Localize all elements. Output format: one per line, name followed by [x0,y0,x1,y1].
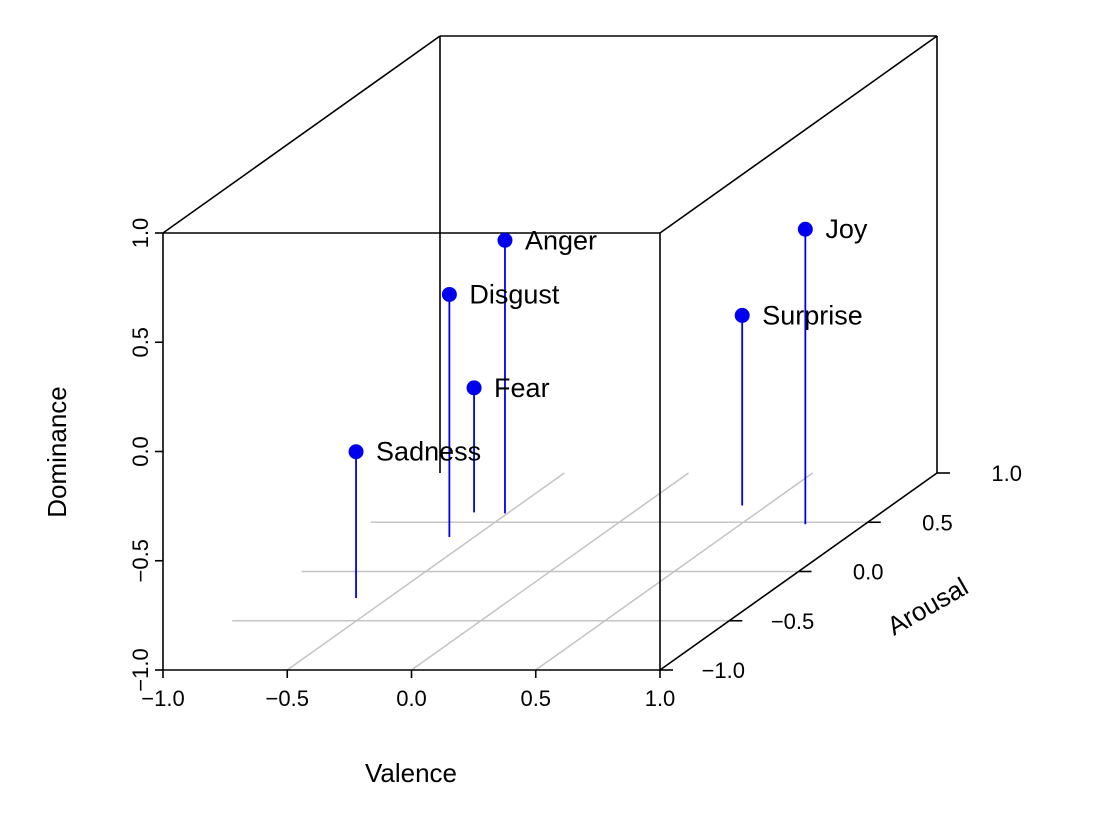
x-tick-label: 0.0 [396,686,427,711]
point-joy [797,221,813,237]
z-tick-label: −1.0 [128,648,153,691]
z-tick-label: 0.0 [128,436,153,467]
y-tick-label: 0.5 [922,510,953,535]
y-axis-label: Arousal [882,571,973,641]
z-axis-label: Dominance [42,386,72,518]
x-tick-label: 1.0 [645,686,676,711]
point-label-sadness: Sadness [376,437,481,467]
point-surprise [734,307,750,323]
y-tick-label: 0.0 [853,560,884,585]
z-tick-label: 1.0 [128,218,153,249]
y-tick-label: −1.0 [702,658,745,683]
point-label-disgust: Disgust [469,279,560,309]
point-label-fear: Fear [494,373,550,403]
point-label-surprise: Surprise [762,300,863,330]
box-edge [162,35,441,234]
x-axis-label: Valence [365,758,457,788]
grid-line-valence [535,472,814,671]
y-tick-label: 1.0 [991,461,1022,486]
point-disgust [441,286,457,302]
box-edge [659,35,938,234]
floor-grid [232,472,868,671]
point-stems [355,229,807,599]
data-points: Sadness Disgust Fear Anger Surprise Joy [348,214,868,467]
point-anger [497,232,513,248]
z-tick-label: 0.5 [128,327,153,358]
y-tick-label: −0.5 [771,609,814,634]
point-fear [466,380,482,396]
x-tick-label: −1.0 [141,686,184,711]
x-tick-label: 0.5 [520,686,551,711]
z-tick-label: −0.5 [128,539,153,582]
point-sadness [348,444,364,460]
axis-ticks: −1.0−1.0 −1.0−0.5−0.5−0.50.00.00.00.50.50… [128,218,1022,711]
bounding-box [162,35,938,671]
point-label-joy: Joy [825,214,868,244]
point-label-anger: Anger [525,225,597,255]
x-tick-label: −0.5 [266,686,309,711]
